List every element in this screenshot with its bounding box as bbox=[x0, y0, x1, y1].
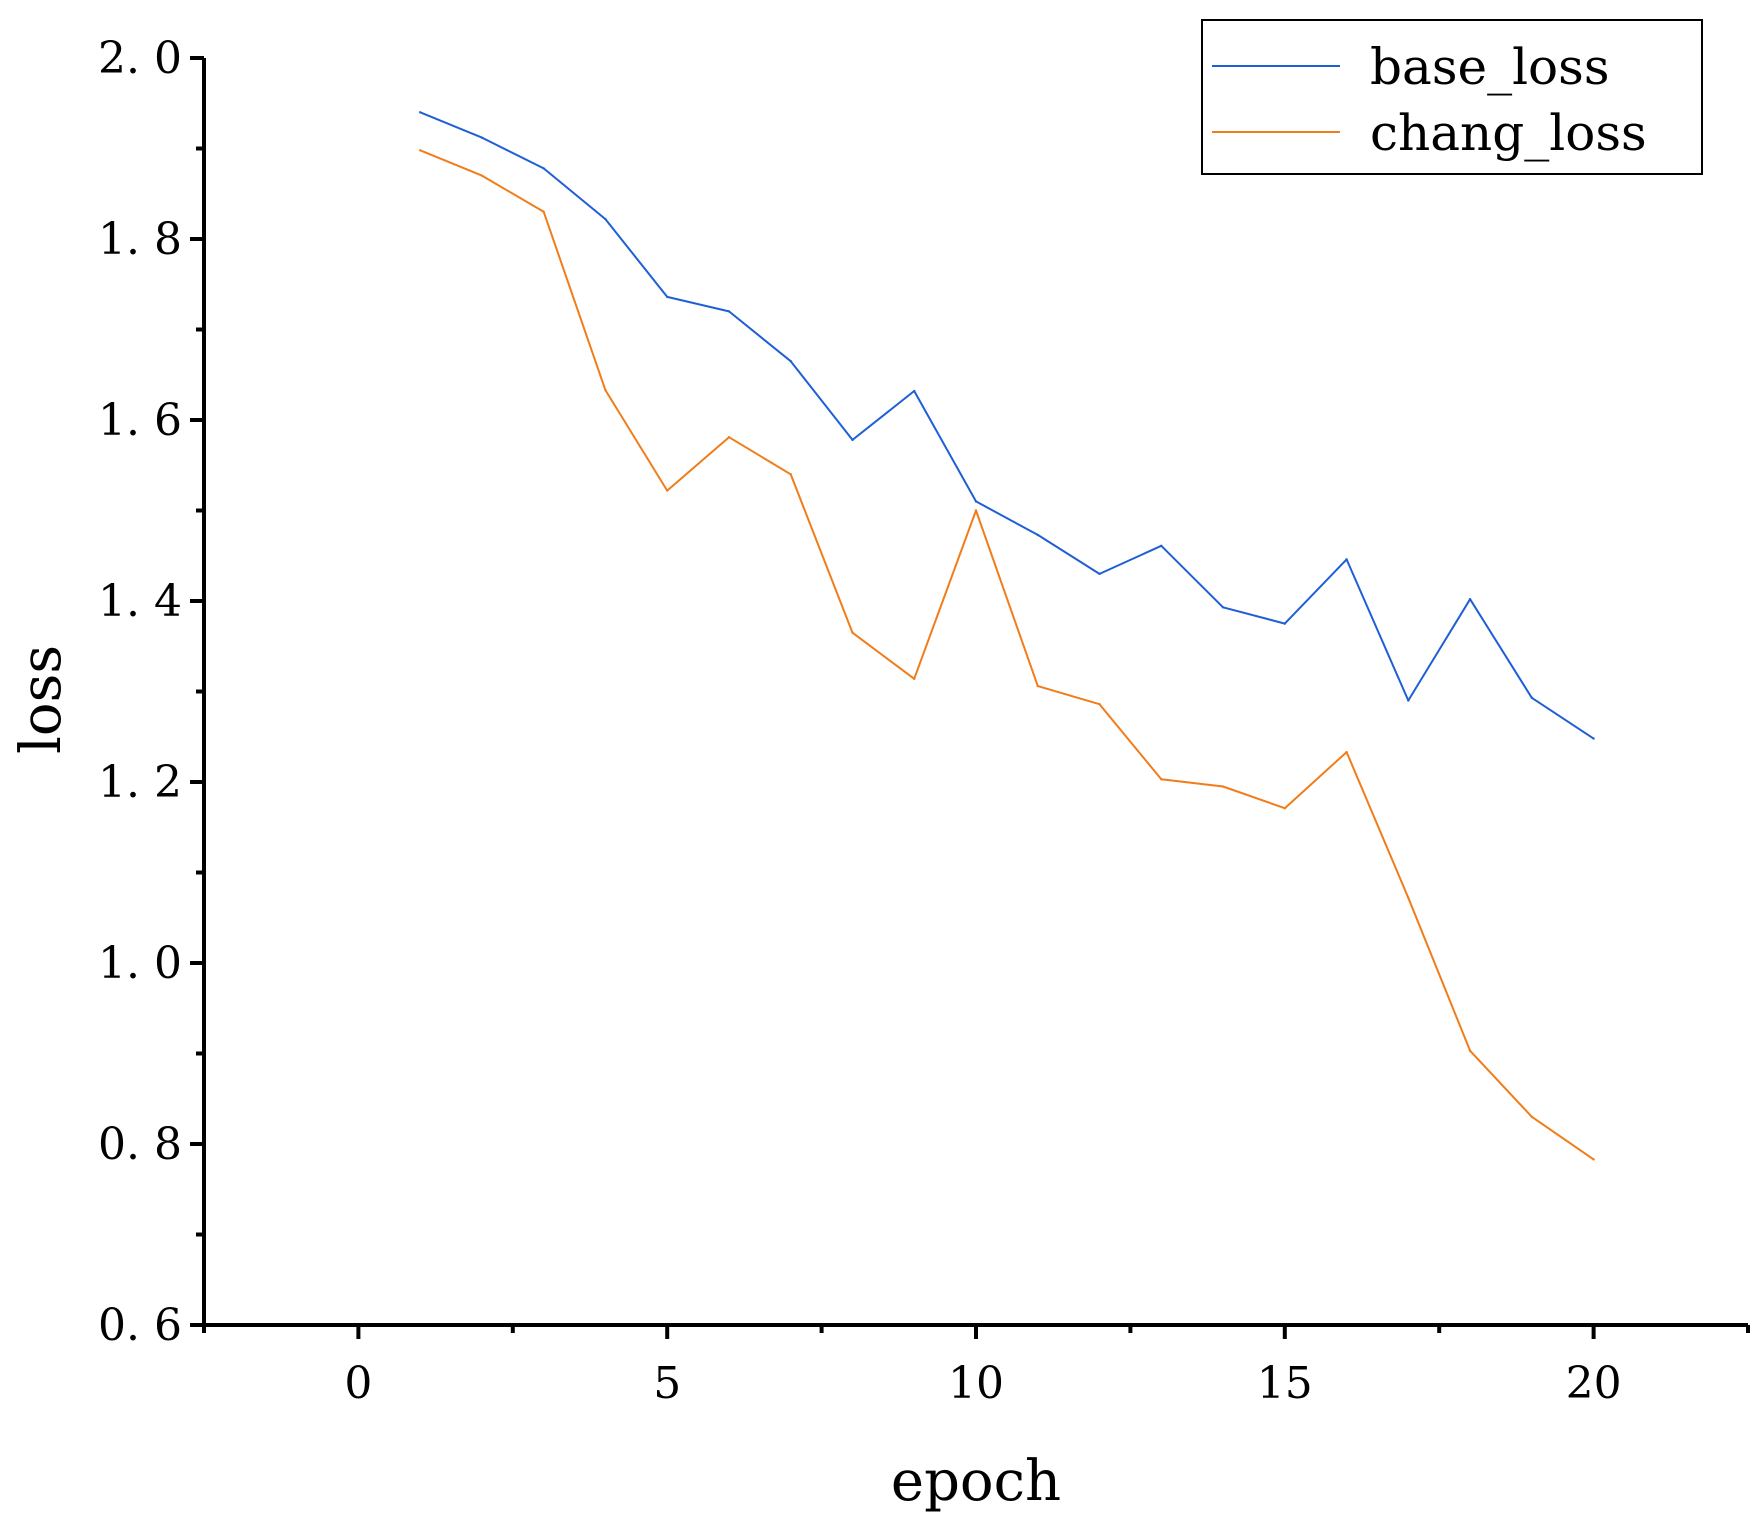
data-point bbox=[1221, 785, 1225, 788]
data-point bbox=[1160, 544, 1163, 547]
data-point bbox=[666, 295, 669, 299]
data-point bbox=[789, 473, 792, 476]
data-point bbox=[480, 136, 484, 139]
data-point bbox=[1530, 696, 1534, 700]
y-tick-label: 1. 8 bbox=[98, 214, 182, 265]
y-tick-label: 1. 2 bbox=[98, 757, 182, 808]
legend: base_loss chang_loss bbox=[1201, 19, 1703, 175]
data-point bbox=[851, 631, 854, 634]
data-point bbox=[1530, 1115, 1534, 1119]
data-point bbox=[1283, 807, 1287, 810]
y-tick-label: 0. 8 bbox=[98, 1119, 182, 1170]
y-tick-label: 1. 0 bbox=[98, 938, 182, 989]
y-tick-label: 1. 4 bbox=[98, 576, 182, 627]
y-tick-label: 2. 0 bbox=[98, 33, 182, 84]
data-point bbox=[974, 500, 978, 503]
data-point bbox=[913, 389, 916, 393]
x-tick-label: 15 bbox=[1257, 1358, 1313, 1409]
data-point bbox=[974, 509, 978, 512]
data-point bbox=[1098, 572, 1101, 576]
data-point bbox=[727, 310, 731, 313]
data-point bbox=[1036, 684, 1039, 688]
data-point bbox=[851, 438, 854, 442]
x-tick-label: 0 bbox=[344, 1358, 372, 1409]
x-tick-label: 5 bbox=[653, 1358, 681, 1409]
data-point bbox=[1407, 896, 1410, 900]
data-point bbox=[1160, 778, 1163, 781]
data-point bbox=[1592, 1158, 1595, 1161]
plot-lines bbox=[418, 111, 1595, 1161]
data-point bbox=[1345, 750, 1348, 754]
data-point bbox=[604, 388, 607, 392]
data-point bbox=[1407, 699, 1410, 702]
x-tick-label: 10 bbox=[948, 1358, 1004, 1409]
data-point bbox=[1592, 737, 1595, 740]
data-point bbox=[480, 174, 484, 177]
series-line-base-loss bbox=[419, 111, 1595, 740]
data-point bbox=[789, 359, 792, 363]
x-axis-title: epoch bbox=[891, 1449, 1061, 1514]
data-point bbox=[1036, 533, 1039, 537]
data-point bbox=[418, 149, 422, 152]
data-point bbox=[1468, 597, 1472, 601]
legend-box bbox=[1201, 19, 1703, 175]
data-point bbox=[1283, 622, 1287, 625]
data-point bbox=[1345, 558, 1348, 561]
data-point bbox=[418, 111, 422, 114]
y-tick-label: 1. 6 bbox=[98, 395, 182, 446]
data-point bbox=[604, 217, 607, 221]
axes bbox=[202, 58, 1748, 1327]
data-point bbox=[542, 210, 545, 214]
data-point bbox=[666, 489, 669, 492]
y-axis-title: loss bbox=[9, 645, 74, 754]
legend-label: base_loss bbox=[1370, 38, 1609, 96]
legend-label: chang_loss bbox=[1370, 104, 1647, 162]
data-point bbox=[542, 167, 545, 170]
y-axis-ticks: 0. 6 0. 8 1. 0 1. 2 1. 4 1. 6 1. 8 2. 0 bbox=[98, 33, 204, 1351]
data-point bbox=[1468, 1049, 1472, 1052]
data-point bbox=[913, 677, 916, 681]
data-point bbox=[727, 435, 731, 439]
x-axis-ticks: 0 5 10 15 20 bbox=[202, 1325, 1750, 1409]
data-point bbox=[1221, 606, 1225, 609]
series-line-chang-loss bbox=[419, 149, 1595, 1161]
data-point bbox=[1098, 702, 1101, 706]
y-tick-label: 0. 6 bbox=[98, 1300, 182, 1351]
x-tick-label: 20 bbox=[1566, 1358, 1622, 1409]
